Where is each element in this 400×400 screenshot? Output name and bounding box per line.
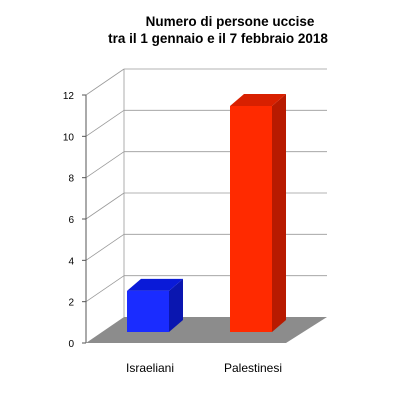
gridline-diagonal-5 [85, 110, 125, 137]
y-tick-label-3: 6 [68, 215, 74, 226]
chart-title-line-1: Numero di persone uccise [146, 14, 315, 29]
gridline-diagonal-6 [85, 68, 125, 96]
category-label-0: Israeliani [126, 361, 174, 375]
chart-title-line-2: tra il 1 gennaio e il 7 febbraio 2018 [108, 31, 328, 46]
y-tick-label-4: 8 [68, 174, 74, 185]
bar-top-0 [127, 278, 183, 291]
category-label-1: Palestinesi [224, 361, 282, 375]
bar-side-1 [272, 94, 286, 332]
labels-layer: 0 2 4 6 8 10 12 Israeliani Palestinesi [63, 91, 282, 375]
chart-floor [86, 317, 327, 343]
gridline-diagonal-2 [85, 234, 125, 261]
bar-front-0 [127, 290, 169, 332]
y-tick-label-5: 10 [63, 132, 75, 143]
y-tick-label-0: 0 [68, 339, 74, 350]
gridline-diagonal-3 [85, 192, 125, 220]
floor-layer [86, 317, 327, 343]
bar-front-1 [230, 106, 272, 332]
gridline-diagonal-4 [85, 151, 125, 178]
gridline-diagonal-1 [85, 275, 125, 302]
y-tick-label-1: 2 [68, 298, 74, 309]
y-tick-label-6: 12 [63, 91, 75, 102]
grid-layer [85, 68, 327, 343]
bars-layer [127, 94, 286, 332]
bar-side-0 [169, 278, 183, 332]
bar-1 [230, 94, 286, 332]
bar-0 [127, 278, 183, 332]
y-tick-label-2: 4 [68, 256, 74, 267]
bar-top-1 [230, 94, 286, 106]
